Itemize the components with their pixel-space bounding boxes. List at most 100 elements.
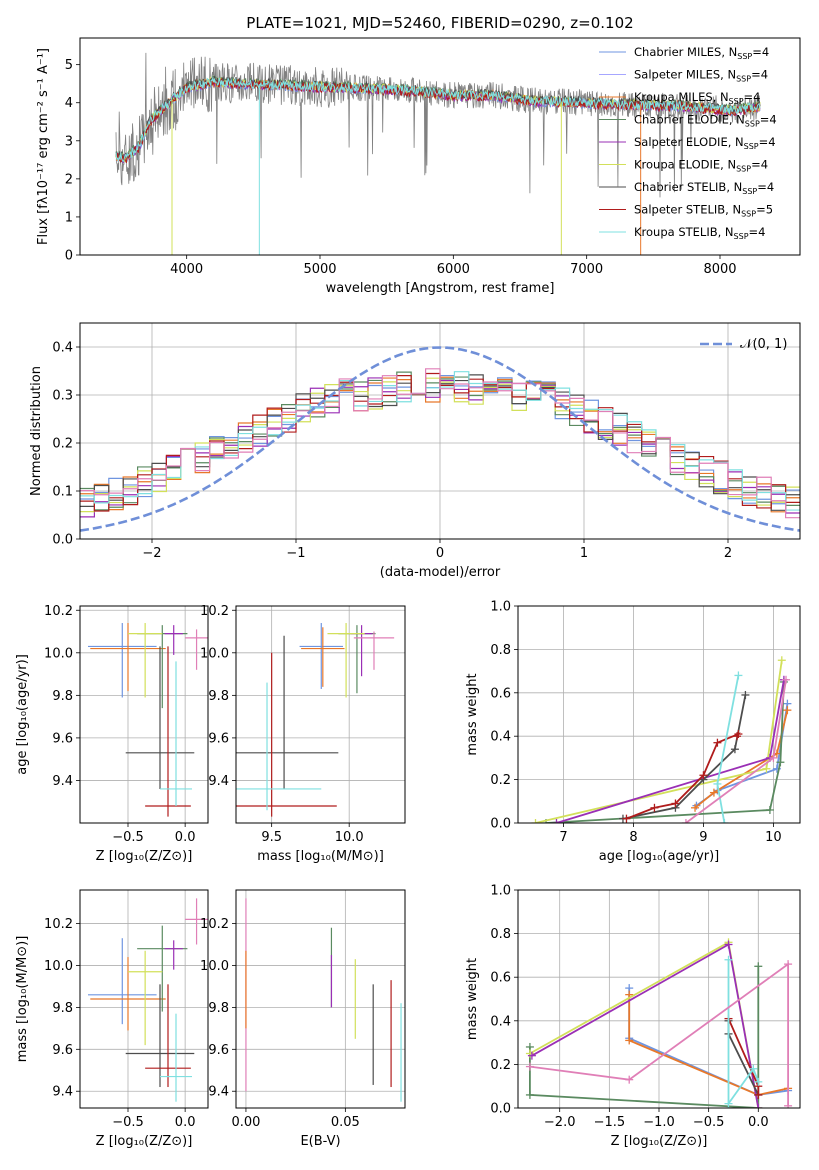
errorbar-point	[90, 957, 166, 1031]
errorbar-point	[350, 625, 373, 677]
x-tick-label: 0.0	[748, 1115, 769, 1130]
x-axis-label: Z [log₁₀(Z/Z⊙)]	[611, 1134, 708, 1149]
y-tick-label: 9.6	[208, 1043, 229, 1058]
y-tick-label: 3	[65, 134, 73, 149]
mass-weight-line	[531, 943, 760, 1108]
panel-mass-vs-ebv: 0.00 0.05 9.4 9.6 9.8 10.0 10.2 E(B-V)	[200, 889, 406, 1149]
panel-residuals: −2 −1 0 1 2 0.0 0.1 0.2 0.3 0.4 (data-model)/error…	[29, 322, 801, 580]
plus-marker	[769, 753, 778, 762]
legend-text: Chabrier STELIB, N	[634, 180, 742, 194]
plus-marker	[754, 1090, 763, 1099]
y-tick-label: 9.4	[208, 774, 229, 789]
plot-area	[88, 623, 208, 817]
y-tick-label: 10.2	[200, 604, 229, 619]
y-tick-label: 1.0	[490, 884, 511, 899]
y-tick-label: 0.4	[52, 341, 73, 356]
y-tick-label: 9.4	[208, 1085, 229, 1100]
errorbar-point	[301, 627, 345, 687]
x-tick-label: −0.5	[112, 1115, 144, 1130]
legend-sub: SSP	[729, 97, 744, 106]
legend-tail: =4	[752, 45, 769, 59]
legend-sub: SSP	[744, 142, 759, 151]
legend-sub: SSP	[736, 165, 751, 174]
legend-sub: SSP	[741, 210, 756, 219]
errorbar-point	[128, 623, 163, 698]
x-tick-label: 4000	[170, 262, 203, 277]
y-axis-label: mass weight	[465, 958, 480, 1040]
errorbar-point	[145, 984, 191, 1088]
x-tick-label: 10.0	[335, 830, 364, 845]
x-tick-label: −0.5	[693, 1115, 725, 1130]
x-axis-label: wavelength [Angstrom, rest frame]	[326, 281, 555, 296]
errorbar-point	[160, 1013, 192, 1102]
panel-age-vs-mass: 9.5 10.0 9.4 9.6 9.8 10.0 10.2 mass [log₁₀(M/M⊙…	[200, 604, 406, 864]
errorbar-point	[128, 950, 163, 1046]
y-tick-label: 9.8	[208, 689, 229, 704]
x-tick-label: 0.05	[331, 1115, 360, 1130]
x-tick-label: 9.5	[261, 830, 282, 845]
plus-marker	[525, 1062, 534, 1071]
plot-area	[525, 938, 793, 1108]
plus-marker	[734, 671, 743, 680]
plus-marker	[762, 764, 771, 773]
legend-label: Chabrier ELODIE, NSSP=4	[634, 113, 777, 129]
y-tick-label: 0	[65, 249, 73, 264]
legend-label: Salpeter MILES, NSSP=4	[634, 68, 768, 84]
legend-tail: =4	[749, 225, 766, 239]
plus-marker	[622, 814, 631, 823]
x-tick-label: −1	[286, 546, 305, 561]
errorbar-point	[125, 646, 195, 789]
plus-marker	[754, 1077, 763, 1086]
panel-age-vs-Z: −0.5 0.0 9.4 9.6 9.8 10.0 10.2 Z [log₁₀(Z/Z⊙)] a…	[15, 604, 209, 864]
y-tick-label: 0.4	[490, 1014, 511, 1029]
y-tick-label: 9.8	[52, 689, 73, 704]
y-tick-label: 4	[65, 96, 73, 111]
x-tick-label: 0.0	[175, 1115, 196, 1130]
plus-marker	[527, 1051, 536, 1060]
mass-weight-line	[628, 994, 789, 1096]
errorbar-point	[353, 631, 395, 670]
axes-frame	[79, 37, 801, 256]
histogram-step	[80, 368, 800, 519]
y-tick-label: 0.8	[490, 927, 511, 942]
mass-weight-line	[545, 681, 785, 823]
axes-frame	[79, 889, 209, 1109]
y-tick-label: 0.0	[490, 1102, 511, 1117]
axes-frame	[517, 889, 801, 1109]
x-tick-label: 1	[580, 546, 588, 561]
legend-tail: =4	[751, 158, 768, 172]
errorbar-point	[185, 898, 208, 945]
plot-area	[236, 623, 395, 817]
plus-marker	[724, 955, 733, 964]
mass-weight-line	[529, 966, 760, 1108]
y-tick-label: 0.4	[490, 730, 511, 745]
plus-marker	[713, 779, 722, 788]
legend-label: Kroupa STELIB, NSSP=4	[634, 225, 765, 241]
plus-marker	[699, 771, 708, 780]
legend-label: 𝒩(0, 1)	[740, 337, 787, 352]
plus-marker	[730, 745, 739, 754]
plus-marker	[650, 803, 659, 812]
y-tick-label: 10.0	[200, 959, 229, 974]
x-axis-label: age [log₁₀(age/yr)]	[599, 849, 720, 864]
axes-frame	[517, 605, 801, 824]
errorbar-point	[338, 625, 376, 694]
legend: 𝒩(0, 1)	[700, 337, 787, 352]
legend-text: Chabrier MILES, N	[634, 45, 737, 59]
x-axis-label: mass [log₁₀(M/M⊙)]	[257, 849, 384, 864]
panel-mass-vs-Z: −0.5 0.0 9.4 9.6 9.8 10.0 10.2 Z [log₁₀(Z/Z⊙)] m…	[15, 889, 209, 1149]
x-tick-label: 7	[559, 830, 567, 845]
plot-area	[531, 656, 792, 823]
plus-marker	[776, 758, 785, 767]
errorbar-point	[164, 940, 183, 970]
y-tick-label: 9.6	[52, 1043, 73, 1058]
x-tick-label: −0.5	[112, 830, 144, 845]
legend-tail: =5	[756, 203, 773, 217]
plus-marker	[749, 1064, 758, 1073]
mass-weight-line	[556, 679, 785, 823]
plus-marker	[741, 690, 750, 699]
plus-marker	[724, 940, 733, 949]
legend-tail: =4	[744, 90, 761, 104]
y-tick-label: 9.4	[52, 1085, 73, 1100]
